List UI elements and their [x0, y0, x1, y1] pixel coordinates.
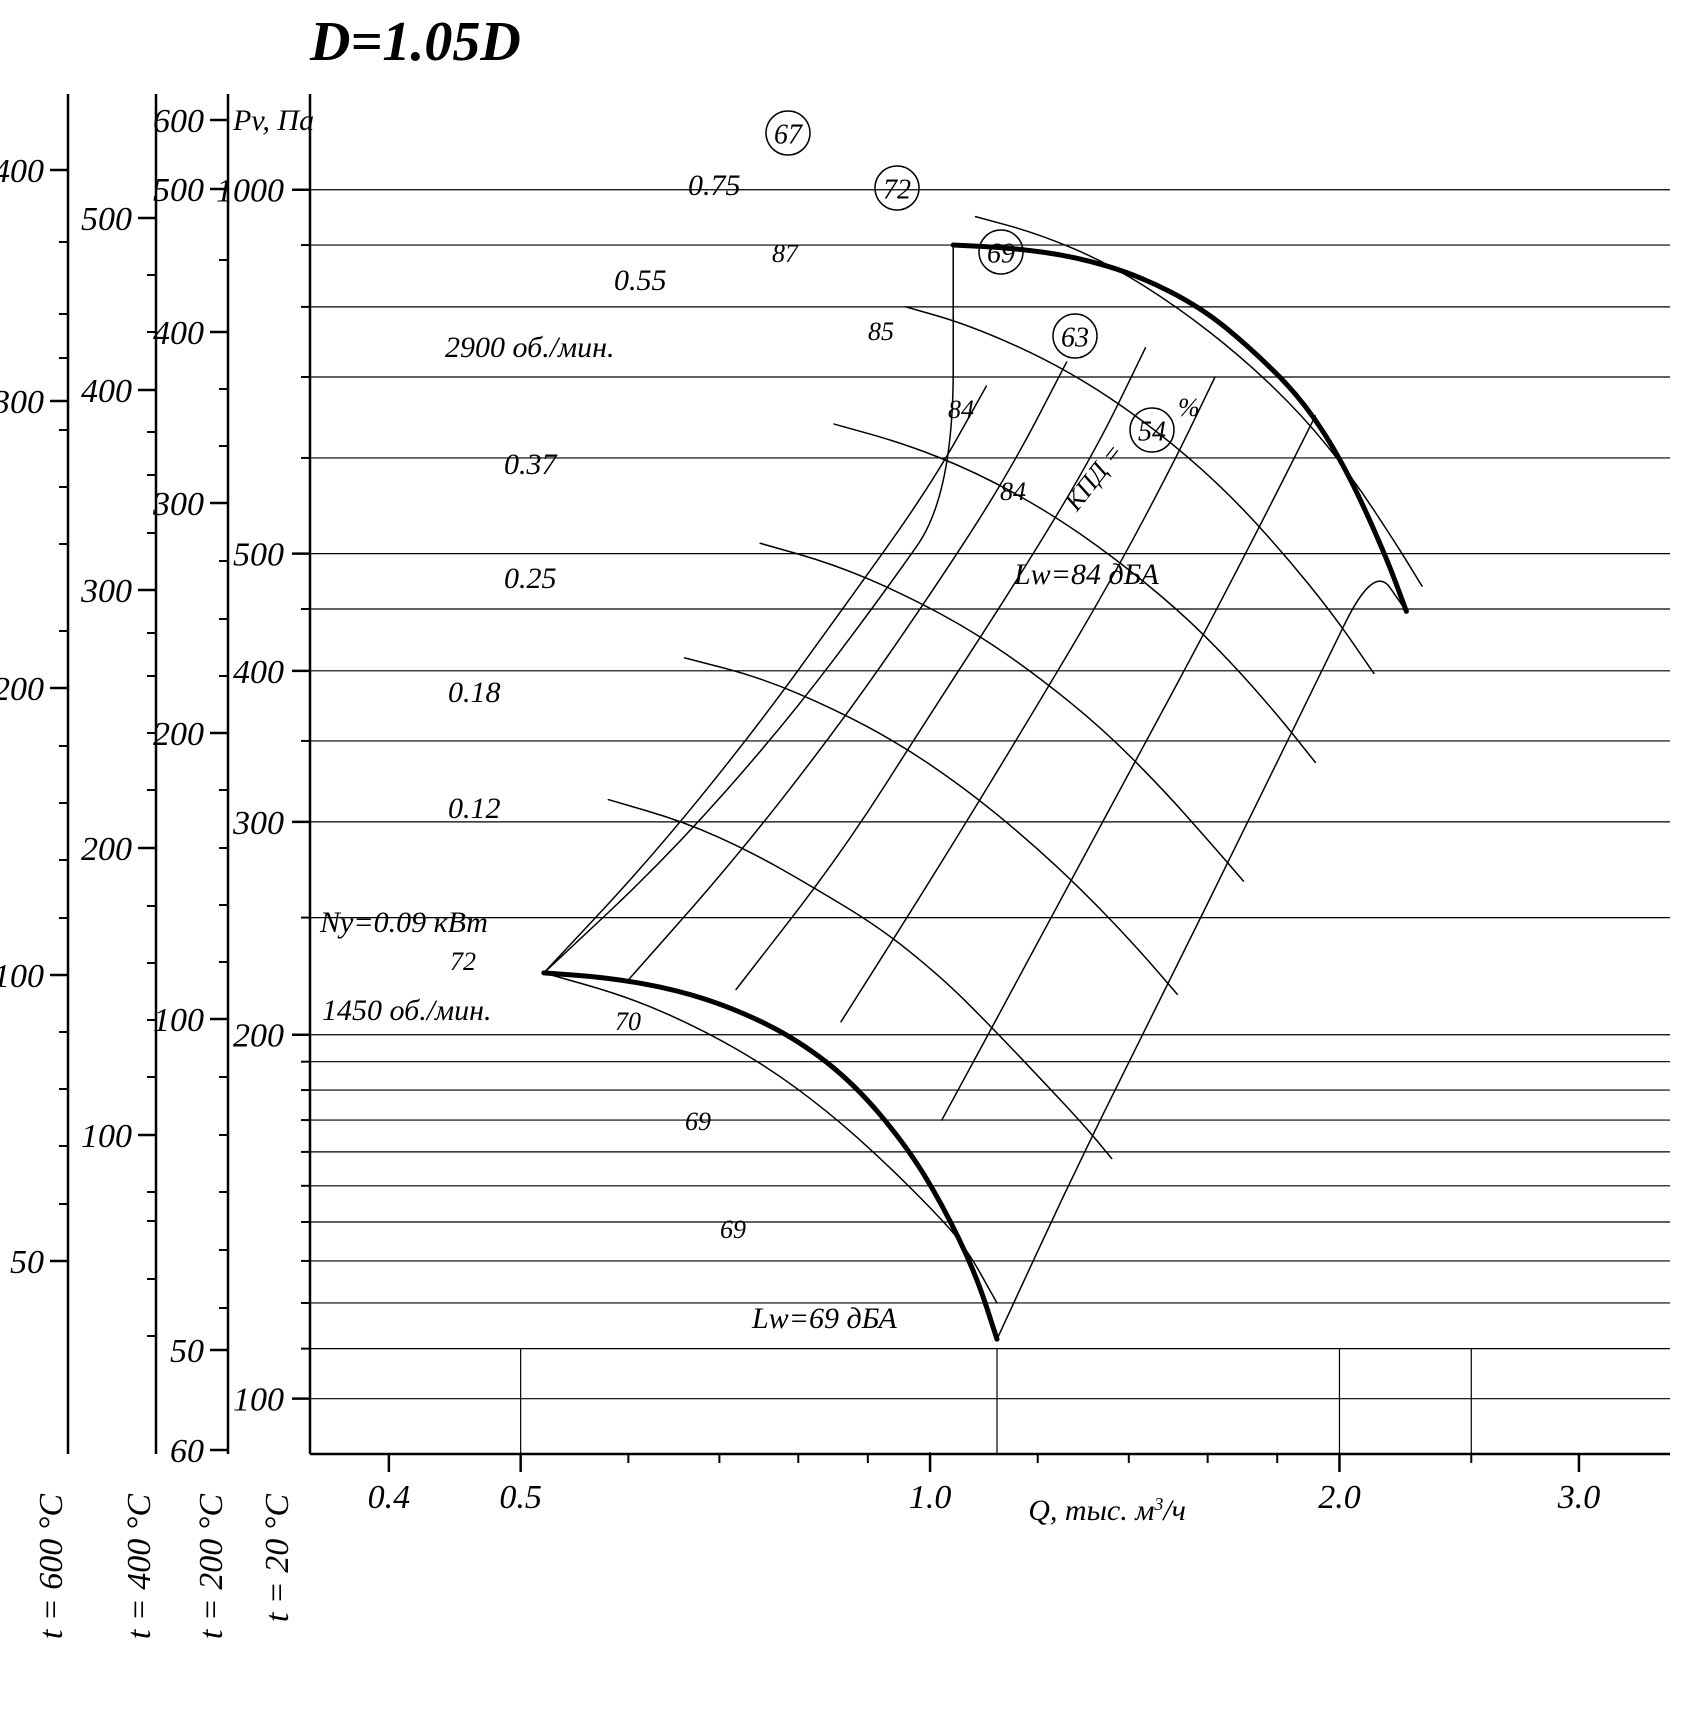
svg-text:3.0: 3.0	[1557, 1479, 1601, 1516]
svg-text:100: 100	[233, 1382, 284, 1419]
svg-text:500: 500	[81, 201, 132, 238]
svg-text:%: %	[1178, 393, 1200, 422]
svg-text:0.75: 0.75	[688, 169, 741, 202]
svg-text:54: 54	[1138, 417, 1166, 448]
svg-text:500: 500	[153, 172, 204, 209]
svg-text:400: 400	[153, 315, 204, 352]
fan-performance-chart: D=1.05D 100 200 300 400 500 1000 Pv, Па 0.4 0.5 1.…	[0, 0, 1692, 1731]
y-axis-label: Pv, Па	[232, 104, 314, 137]
svg-text:69: 69	[685, 1107, 711, 1136]
svg-text:400: 400	[0, 153, 44, 190]
svg-text:300: 300	[0, 384, 44, 421]
svg-text:63: 63	[1061, 323, 1089, 354]
svg-text:Lw=69 дБА: Lw=69 дБА	[751, 1302, 898, 1335]
temperature-scales: 50 100 200 300 400 t = 600 °C 100 200 300 400 500 t…	[0, 94, 230, 1639]
svg-text:50: 50	[10, 1244, 44, 1281]
svg-text:100: 100	[81, 1118, 132, 1155]
svg-text:500: 500	[233, 537, 284, 574]
svg-text:72: 72	[883, 175, 911, 206]
svg-text:КПД =: КПД =	[1058, 438, 1129, 517]
svg-text:400: 400	[81, 373, 132, 410]
svg-text:67: 67	[774, 120, 803, 151]
svg-text:2900 об./мин.: 2900 об./мин.	[445, 331, 615, 364]
svg-text:85: 85	[868, 317, 894, 346]
svg-text:t = 400 °C: t = 400 °C	[121, 1494, 158, 1639]
svg-text:300: 300	[232, 805, 284, 842]
svg-text:70: 70	[615, 1007, 641, 1036]
svg-text:0.55: 0.55	[614, 264, 667, 297]
svg-text:1450 об./мин.: 1450 об./мин.	[322, 994, 492, 1027]
svg-text:200: 200	[0, 671, 44, 708]
gridlines	[310, 190, 1670, 1454]
svg-text:0.18: 0.18	[448, 676, 501, 709]
t20-label: t = 20 °C	[259, 1494, 296, 1622]
svg-text:0.25: 0.25	[504, 562, 557, 595]
chart-title: D=1.05D	[309, 11, 521, 73]
svg-text:50: 50	[170, 1333, 204, 1370]
svg-text:t = 200 °C: t = 200 °C	[193, 1494, 230, 1639]
svg-text:200: 200	[153, 716, 204, 753]
svg-text:200: 200	[233, 1018, 284, 1055]
svg-text:60: 60	[170, 1433, 204, 1470]
svg-text:Lw=84 дБА: Lw=84 дБА	[1013, 558, 1160, 591]
svg-text:0.37: 0.37	[504, 448, 559, 481]
svg-text:t = 600 °C: t = 600 °C	[33, 1494, 70, 1639]
svg-text:300: 300	[152, 486, 204, 523]
svg-text:400: 400	[233, 654, 284, 691]
svg-text:84: 84	[948, 395, 974, 424]
svg-text:0.4: 0.4	[368, 1479, 411, 1516]
svg-text:2.0: 2.0	[1318, 1479, 1361, 1516]
svg-text:72: 72	[450, 947, 476, 976]
x-axis-label: Q, тыс. м3/ч	[1028, 1494, 1186, 1527]
svg-text:200: 200	[81, 831, 132, 868]
svg-text:84: 84	[1000, 477, 1026, 506]
svg-text:100: 100	[153, 1002, 204, 1039]
svg-text:69: 69	[987, 239, 1015, 270]
svg-text:69: 69	[720, 1215, 746, 1244]
svg-text:0.12: 0.12	[448, 792, 501, 825]
svg-text:1000: 1000	[216, 173, 284, 210]
svg-text:0.5: 0.5	[499, 1479, 542, 1516]
svg-text:100: 100	[0, 958, 44, 995]
svg-text:1.0: 1.0	[909, 1479, 952, 1516]
svg-text:600: 600	[153, 103, 204, 140]
svg-text:300: 300	[80, 573, 132, 610]
svg-text:Nу=0.09 кВт: Nу=0.09 кВт	[319, 906, 488, 939]
svg-text:87: 87	[772, 239, 799, 268]
